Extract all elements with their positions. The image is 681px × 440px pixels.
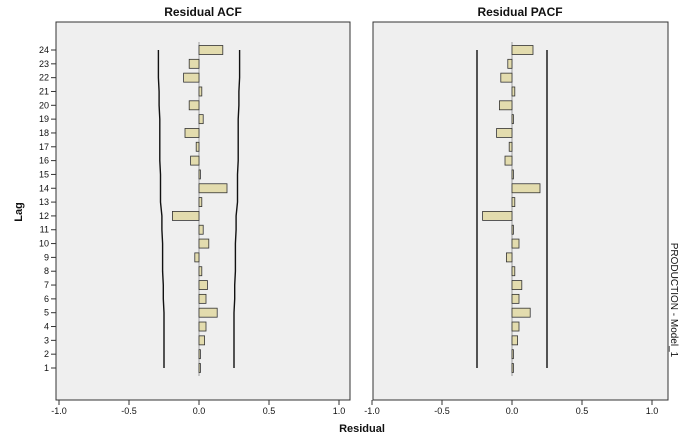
bar-lag-18 [184, 128, 200, 138]
bar-lag-3 [198, 335, 205, 346]
bar-lag-20 [498, 100, 513, 111]
x-tick-label: 0.0 [506, 406, 519, 416]
lag-tick-label: 10 [39, 239, 49, 249]
pacf-panel-background [372, 21, 669, 401]
bar-lag-2 [511, 349, 514, 360]
bar-lag-11 [198, 224, 204, 235]
bar-lag-6 [198, 293, 207, 304]
lag-tick-label: 6 [44, 294, 49, 304]
x-tick-label: -0.5 [434, 406, 450, 416]
x-tick-label: 0.0 [193, 406, 206, 416]
lag-tick-label: 19 [39, 114, 49, 124]
bar-lag-19 [198, 114, 204, 125]
bar-lag-10 [198, 238, 210, 249]
bar-lag-6 [511, 293, 520, 304]
bar-lag-17 [508, 141, 513, 152]
lag-tick-label: 22 [39, 73, 49, 83]
pacf-panel-title: Residual PACF [477, 5, 562, 19]
bar-lag-24 [511, 45, 534, 55]
x-axis-label: Residual [339, 423, 385, 435]
lower-confidence-limit [157, 50, 165, 368]
lag-tick-label: 2 [44, 349, 49, 359]
bar-lag-22 [183, 72, 200, 83]
bar-lag-23 [507, 58, 513, 69]
series-side-label: PRODUCTION - Model_1 [668, 243, 679, 358]
lag-tick-label: 13 [39, 197, 49, 207]
bar-lag-8 [511, 266, 516, 277]
lag-tick-label: 17 [39, 142, 49, 152]
x-tick-label: 1.0 [333, 406, 346, 416]
bar-lag-17 [195, 141, 200, 152]
bar-lag-4 [511, 321, 520, 332]
plot-layer: 123456789101112131415161718192021222324-… [39, 42, 658, 416]
x-tick-label: 0.5 [576, 406, 589, 416]
x-tick-label: -0.5 [121, 406, 137, 416]
bar-lag-19 [511, 114, 514, 125]
bar-lag-12 [171, 211, 200, 221]
lag-tick-label: 1 [44, 363, 49, 373]
lag-tick-label: 4 [44, 322, 49, 332]
lag-tick-label: 18 [39, 128, 49, 138]
lag-tick-label: 9 [44, 252, 49, 262]
bar-lag-24 [198, 45, 224, 55]
bar-lag-15 [198, 169, 201, 180]
bar-lag-16 [190, 155, 200, 166]
bar-lag-13 [198, 197, 203, 207]
lag-tick-label: 12 [39, 211, 49, 221]
bar-lag-7 [511, 280, 523, 290]
bar-lag-21 [511, 86, 516, 97]
lag-tick-label: 11 [40, 225, 49, 235]
lag-tick-label: 24 [39, 45, 49, 55]
bar-lag-5 [511, 307, 531, 318]
bar-lag-2 [198, 349, 201, 360]
bar-lag-7 [198, 280, 208, 290]
lag-tick-label: 16 [39, 156, 49, 166]
bar-lag-1 [198, 363, 201, 373]
bar-lag-10 [511, 238, 520, 249]
bar-lag-20 [188, 100, 200, 111]
bar-lag-9 [505, 252, 513, 263]
lag-tick-label: 20 [39, 100, 49, 110]
lag-tick-label: 15 [39, 169, 49, 179]
lag-tick-label: 14 [39, 183, 49, 193]
bar-lag-22 [500, 72, 513, 83]
x-tick-label: 0.5 [263, 406, 276, 416]
x-tick-label: 1.0 [646, 406, 659, 416]
bar-lag-9 [194, 252, 200, 263]
lag-tick-label: 7 [44, 280, 49, 290]
bar-lag-11 [511, 224, 514, 235]
acf-panel-title: Residual ACF [164, 5, 242, 19]
x-tick-label: -1.0 [364, 406, 380, 416]
bar-lag-1 [511, 363, 514, 373]
lag-tick-label: 3 [44, 335, 49, 345]
bar-lag-13 [511, 197, 516, 207]
lag-tick-label: 21 [39, 86, 49, 96]
bar-lag-16 [504, 155, 513, 166]
bar-lag-12 [482, 211, 513, 221]
x-tick-label: -1.0 [51, 406, 67, 416]
bar-lag-5 [198, 307, 218, 318]
bar-lag-4 [198, 321, 207, 332]
y-axis-label: Lag [13, 202, 25, 222]
upper-confidence-limit [233, 50, 241, 368]
bar-lag-21 [198, 86, 203, 97]
lag-tick-label: 8 [44, 266, 49, 276]
lag-tick-label: 23 [39, 59, 49, 69]
bar-lag-14 [198, 183, 228, 194]
bar-lag-3 [511, 335, 518, 346]
bar-lag-15 [511, 169, 514, 180]
lag-tick-label: 5 [44, 308, 49, 318]
bar-lag-14 [511, 183, 541, 194]
bar-lag-18 [496, 128, 513, 138]
bar-lag-23 [188, 58, 200, 69]
bar-lag-8 [198, 266, 203, 277]
